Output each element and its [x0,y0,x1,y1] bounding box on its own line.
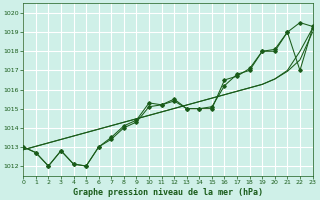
X-axis label: Graphe pression niveau de la mer (hPa): Graphe pression niveau de la mer (hPa) [73,188,263,197]
